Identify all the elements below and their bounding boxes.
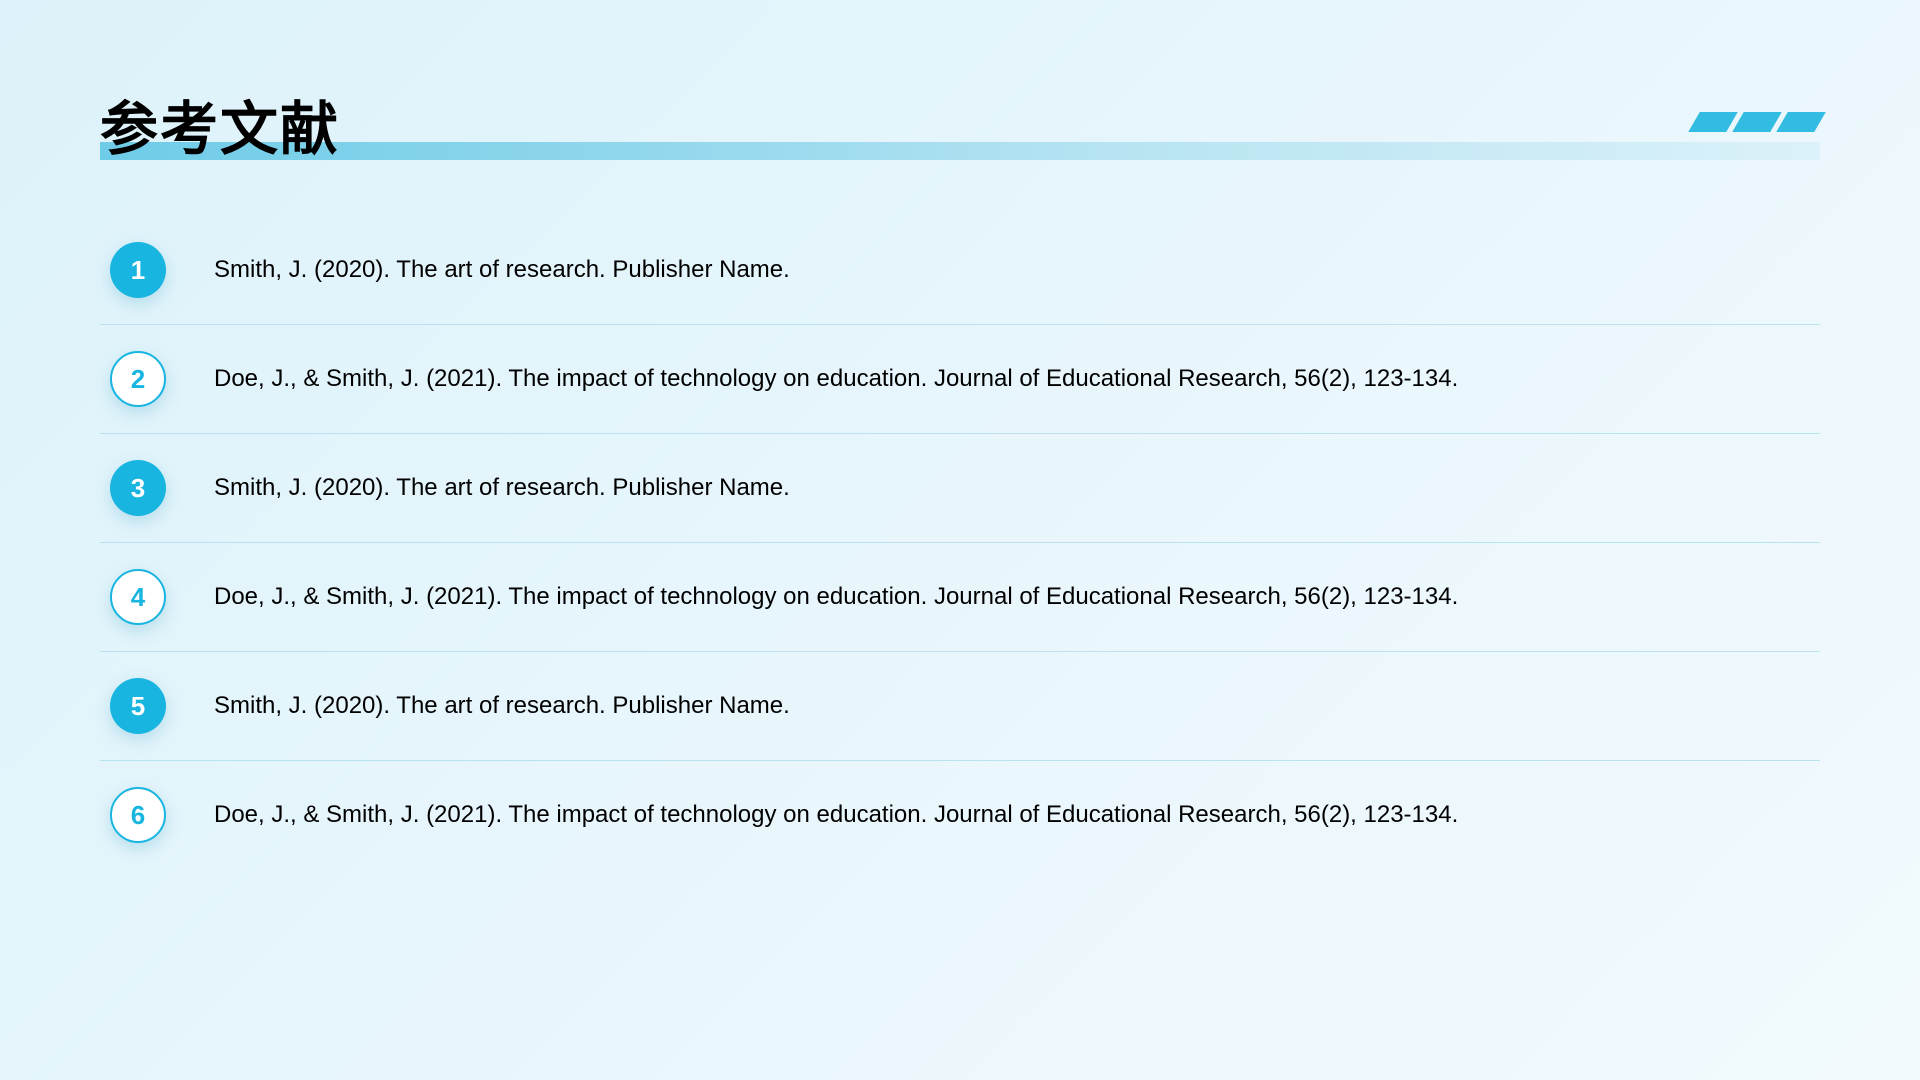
reference-item: 2 Doe, J., & Smith, J. (2021). The impact… <box>100 325 1820 434</box>
slide-container: 参考文献 1 Smith, J. (2020). The art of resea… <box>0 0 1920 869</box>
references-list: 1 Smith, J. (2020). The art of research. … <box>100 216 1820 869</box>
reference-number-badge: 3 <box>110 460 166 516</box>
reference-number-badge: 5 <box>110 678 166 734</box>
reference-text: Smith, J. (2020). The art of research. P… <box>214 252 790 288</box>
corner-mark-icon <box>1776 112 1826 132</box>
reference-item: 6 Doe, J., & Smith, J. (2021). The impact… <box>100 761 1820 869</box>
corner-decoration <box>1694 112 1820 132</box>
reference-text: Doe, J., & Smith, J. (2021). The impact … <box>214 579 1458 615</box>
corner-mark-icon <box>1732 112 1782 132</box>
reference-item: 5 Smith, J. (2020). The art of research. … <box>100 652 1820 761</box>
page-title: 参考文献 <box>100 82 1820 166</box>
reference-item: 4 Doe, J., & Smith, J. (2021). The impact… <box>100 543 1820 652</box>
reference-text: Smith, J. (2020). The art of research. P… <box>214 688 790 724</box>
reference-text: Doe, J., & Smith, J. (2021). The impact … <box>214 797 1458 833</box>
reference-number-badge: 4 <box>110 569 166 625</box>
reference-item: 3 Smith, J. (2020). The art of research. … <box>100 434 1820 543</box>
reference-item: 1 Smith, J. (2020). The art of research. … <box>100 216 1820 325</box>
reference-number-badge: 2 <box>110 351 166 407</box>
reference-text: Smith, J. (2020). The art of research. P… <box>214 470 790 506</box>
reference-text: Doe, J., & Smith, J. (2021). The impact … <box>214 361 1458 397</box>
reference-number-badge: 1 <box>110 242 166 298</box>
corner-mark-icon <box>1688 112 1738 132</box>
reference-number-badge: 6 <box>110 787 166 843</box>
title-section: 参考文献 <box>100 82 1820 166</box>
